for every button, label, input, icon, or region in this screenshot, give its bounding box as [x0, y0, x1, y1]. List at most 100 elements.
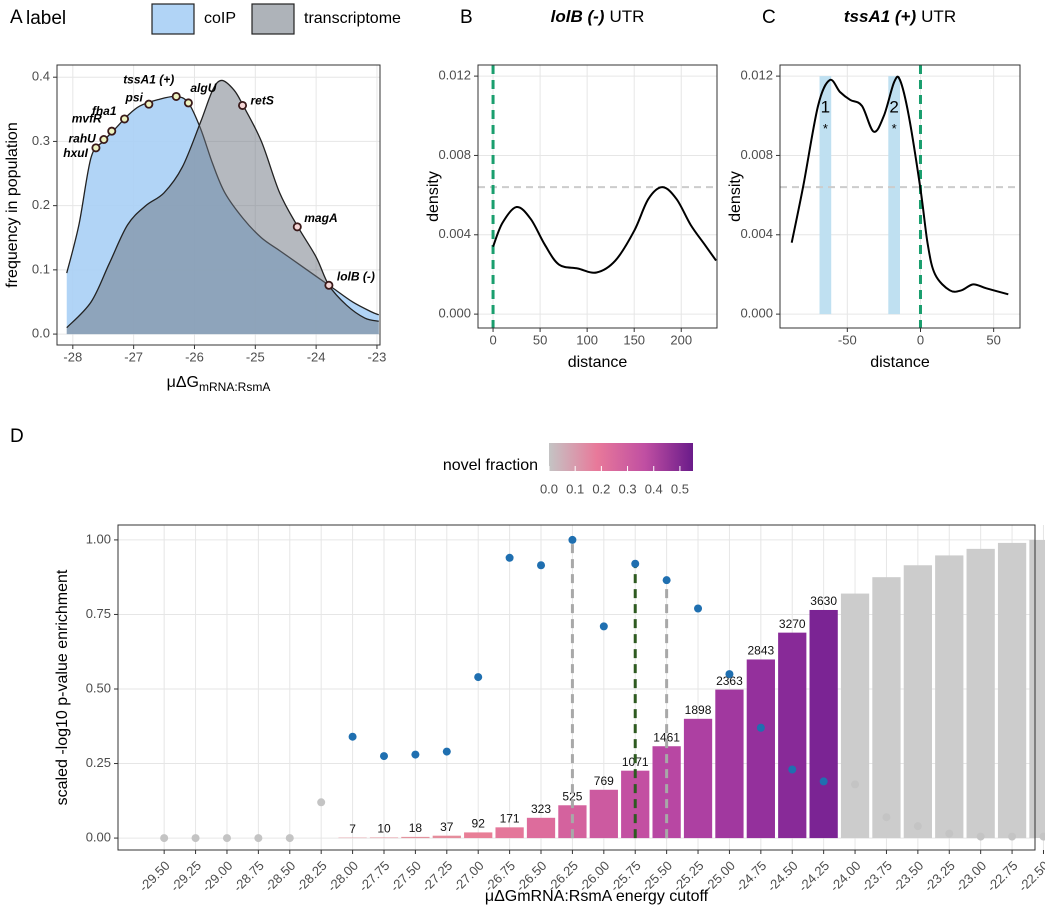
x-tick-label: 100	[576, 332, 598, 347]
y-axis-label: density	[727, 171, 744, 222]
y-tick-label: 0.004	[740, 226, 773, 241]
bar-count-label: 2363	[716, 674, 743, 688]
colorbar-tick-label: 0.2	[592, 481, 610, 496]
enrichment-point	[191, 834, 200, 843]
annotation-point	[171, 91, 181, 101]
chart-title-gene: tssA1 (+)	[844, 7, 917, 26]
enrichment-point	[694, 604, 703, 613]
legend-swatch	[251, 3, 295, 35]
enrichment-point	[254, 834, 263, 843]
density-line	[790, 75, 1009, 296]
x-tick-label: -22.75	[984, 858, 1021, 895]
legend-swatch	[151, 3, 195, 35]
y-tick-label: 0.000	[740, 306, 773, 321]
bar-count-label: 18	[409, 821, 423, 835]
colorbar-tick-label: 0.5	[671, 481, 689, 496]
y-tick-label: 0.4	[32, 69, 50, 84]
x-tick-label: -25	[246, 349, 265, 364]
bar-count-label: 2843	[747, 644, 774, 658]
annotation-label: lolB (-)	[337, 269, 375, 283]
bar-count-label: 1898	[685, 703, 712, 717]
x-tick-label: -27	[124, 349, 143, 364]
enrichment-point	[222, 834, 231, 843]
enrichment-point	[160, 834, 169, 843]
density-area	[66, 80, 379, 335]
bar	[589, 789, 618, 839]
bar	[683, 718, 713, 839]
legend-label: transcriptome	[304, 10, 401, 27]
x-tick-label: -27.50	[387, 858, 424, 895]
y-axis-label: scaled -log10 p-value enrichment	[54, 569, 71, 805]
annotation-point	[324, 280, 334, 290]
chart-title-rest: UTR	[609, 7, 644, 26]
bar-count-label: 769	[594, 774, 614, 788]
enrichment-point	[631, 559, 640, 568]
bar	[1029, 539, 1045, 839]
highlight-band	[888, 76, 900, 315]
enrichment-point	[725, 670, 734, 679]
enrichment-point	[537, 561, 546, 570]
y-tick-label: 0.000	[438, 306, 471, 321]
density-line	[492, 186, 717, 274]
x-tick-label: 50	[986, 332, 1000, 347]
bar-count-label: 92	[472, 817, 486, 831]
annotation-point	[99, 134, 109, 144]
panel-border	[477, 64, 718, 329]
annotation-point	[238, 100, 248, 110]
annotation-point	[183, 98, 193, 108]
x-tick-label: -23.25	[921, 858, 958, 895]
x-tick-label: -24.25	[796, 858, 833, 895]
y-tick-label: 0.012	[438, 68, 471, 83]
x-tick-label: -23.00	[953, 858, 990, 895]
chart-title: tssA1 (+) UTR	[844, 7, 956, 26]
annotation-label: rahU	[68, 132, 96, 146]
x-tick-label: -28	[63, 349, 82, 364]
x-tick-label: -24.75	[733, 858, 770, 895]
bar	[840, 593, 870, 839]
annotation-point	[120, 114, 130, 124]
bar	[432, 835, 461, 839]
annotation-label: retS	[251, 94, 274, 108]
annotation: 1	[821, 97, 830, 116]
colorbar	[549, 443, 693, 471]
colorbar-title: novel fraction	[443, 457, 538, 474]
annotation-point	[144, 99, 154, 109]
bar	[903, 565, 932, 839]
bar	[526, 817, 556, 839]
x-tick-label: -27.75	[356, 858, 393, 895]
panel-border	[56, 64, 381, 346]
annotation-label: psi	[125, 90, 144, 104]
x-tick-label: -23.50	[890, 858, 927, 895]
bar	[369, 837, 399, 839]
x-axis-label: distance	[568, 354, 628, 371]
y-tick-label: 0.3	[32, 133, 50, 148]
bar-count-label: 171	[500, 812, 520, 826]
y-tick-label: 0.00	[86, 830, 111, 845]
enrichment-point	[505, 553, 514, 562]
bar	[464, 832, 493, 839]
enrichment-point	[317, 798, 326, 807]
enrichment-point	[662, 576, 671, 585]
panel-letter: B	[460, 7, 473, 28]
x-tick-label: 150	[623, 332, 645, 347]
bar-count-label: 323	[531, 802, 551, 816]
highlight-band	[819, 76, 832, 315]
panel-letter: A	[10, 7, 23, 28]
annotation-label: mvfR	[72, 111, 102, 125]
legend-label: coIP	[204, 10, 236, 27]
bar	[401, 836, 430, 839]
x-tick-label: -29.00	[199, 858, 236, 895]
enrichment-point	[1039, 832, 1045, 841]
bar	[809, 609, 838, 839]
x-axis-label-sub: mRNA:RsmA	[199, 380, 270, 394]
enrichment-point	[756, 723, 765, 732]
annotation-point	[292, 222, 302, 232]
enrichment-point	[442, 747, 451, 756]
legend-title: label	[26, 8, 66, 29]
bar-count-label: 1461	[653, 730, 680, 744]
x-tick-label: -28.50	[262, 858, 299, 895]
panel-border	[117, 524, 1036, 851]
bar-count-label: 3270	[779, 617, 806, 631]
x-tick-label: -24.50	[764, 858, 801, 895]
